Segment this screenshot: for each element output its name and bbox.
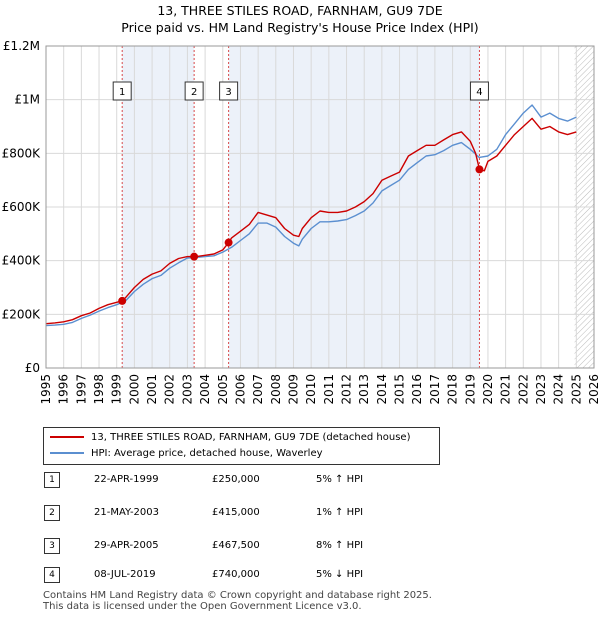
legend-label-property: 13, THREE STILES ROAD, FARNHAM, GU9 7DE … (91, 432, 410, 443)
sale-label: 4 (476, 87, 482, 98)
sale-number: 3 (44, 538, 60, 554)
x-tick-label: 2002 (163, 374, 177, 405)
x-tick-label: 2023 (534, 374, 548, 405)
sale-label: 2 (191, 87, 197, 98)
x-tick-label: 2025 (569, 374, 583, 405)
sale-hpi-diff: 1% ↑ HPI (316, 507, 363, 518)
x-tick-label: 2009 (286, 374, 300, 405)
x-tick-label: 1999 (110, 374, 124, 405)
x-tick-label: 2010 (304, 374, 318, 405)
sale-date: 21-MAY-2003 (94, 507, 159, 518)
x-tick-label: 2012 (340, 374, 354, 405)
x-tick-label: 2018 (446, 374, 460, 405)
sale-price: £250,000 (212, 474, 260, 485)
sale-hpi-diff: 8% ↑ HPI (316, 540, 363, 551)
sale-number: 4 (44, 567, 60, 583)
y-tick-label: £800K (2, 146, 42, 160)
x-tick-label: 2021 (499, 374, 513, 405)
sale-row: 4 08-JUL-2019 £740,000 5% ↓ HPI (44, 567, 444, 585)
sale-label: 3 (225, 87, 231, 98)
footer-licence: This data is licensed under the Open Gov… (43, 601, 432, 612)
y-tick-label: £1.2M (3, 39, 40, 53)
sale-row: 3 29-APR-2005 £467,500 8% ↑ HPI (44, 538, 444, 556)
y-tick-label: £600K (2, 200, 42, 214)
x-tick-label: 2014 (375, 374, 389, 405)
y-tick-label: £400K (2, 254, 42, 268)
sale-price: £467,500 (212, 540, 260, 551)
x-tick-label: 2015 (393, 374, 407, 405)
x-tick-label: 2008 (269, 374, 283, 405)
legend-item-hpi: HPI: Average price, detached house, Wave… (50, 446, 323, 462)
footer: Contains HM Land Registry data © Crown c… (43, 590, 432, 612)
y-tick-label: £0 (25, 361, 40, 375)
x-tick-label: 2026 (587, 374, 600, 405)
sale-date: 29-APR-2005 (94, 540, 159, 551)
x-tick-label: 2006 (233, 374, 247, 405)
x-tick-label: 2022 (516, 374, 530, 405)
y-tick-label: £200K (2, 307, 42, 321)
x-tick-label: 2024 (552, 374, 566, 405)
sale-point (190, 253, 198, 261)
legend-label-hpi: HPI: Average price, detached house, Wave… (91, 448, 323, 459)
x-tick-label: 2005 (216, 374, 230, 405)
sale-row: 2 21-MAY-2003 £415,000 1% ↑ HPI (44, 505, 444, 523)
legend-swatch-hpi (50, 452, 84, 454)
chart-legend: 13, THREE STILES ROAD, FARNHAM, GU9 7DE … (43, 427, 440, 465)
sale-price: £740,000 (212, 569, 260, 580)
sale-point (118, 297, 126, 305)
legend-swatch-property (50, 436, 84, 438)
x-tick-label: 2011 (322, 374, 336, 405)
legend-item-property: 13, THREE STILES ROAD, FARNHAM, GU9 7DE … (50, 430, 410, 446)
x-tick-label: 2003 (180, 374, 194, 405)
x-tick-label: 2017 (428, 374, 442, 405)
sale-number: 1 (44, 472, 60, 488)
sale-number: 2 (44, 505, 60, 521)
price-chart: 1 2 3 4 £0 £200K £400K £600K £800K £1M £1.2M 1995 1… (0, 0, 600, 420)
sale-hpi-diff: 5% ↓ HPI (316, 569, 363, 580)
sale-date: 08-JUL-2019 (94, 569, 156, 580)
x-tick-label: 1997 (74, 374, 88, 405)
x-tick-label: 2019 (463, 374, 477, 405)
sale-point (475, 165, 483, 173)
x-tick-label: 2013 (357, 374, 371, 405)
sale-label: 1 (119, 87, 125, 98)
x-tick-label: 2007 (251, 374, 265, 405)
x-tick-label: 2001 (145, 374, 159, 405)
x-tick-label: 2004 (198, 374, 212, 405)
sale-hpi-diff: 5% ↑ HPI (316, 474, 363, 485)
sale-point (225, 239, 233, 247)
x-tick-label: 2020 (481, 374, 495, 405)
y-tick-label: £1M (14, 93, 40, 107)
footer-copyright: Contains HM Land Registry data © Crown c… (43, 590, 432, 601)
x-tick-label: 2016 (410, 374, 424, 405)
sale-row: 1 22-APR-1999 £250,000 5% ↑ HPI (44, 472, 444, 490)
sale-date: 22-APR-1999 (94, 474, 159, 485)
x-tick-label: 1996 (57, 374, 71, 405)
x-tick-label: 1995 (39, 374, 53, 405)
x-tick-label: 2000 (127, 374, 141, 405)
sale-price: £415,000 (212, 507, 260, 518)
x-tick-label: 1998 (92, 374, 106, 405)
